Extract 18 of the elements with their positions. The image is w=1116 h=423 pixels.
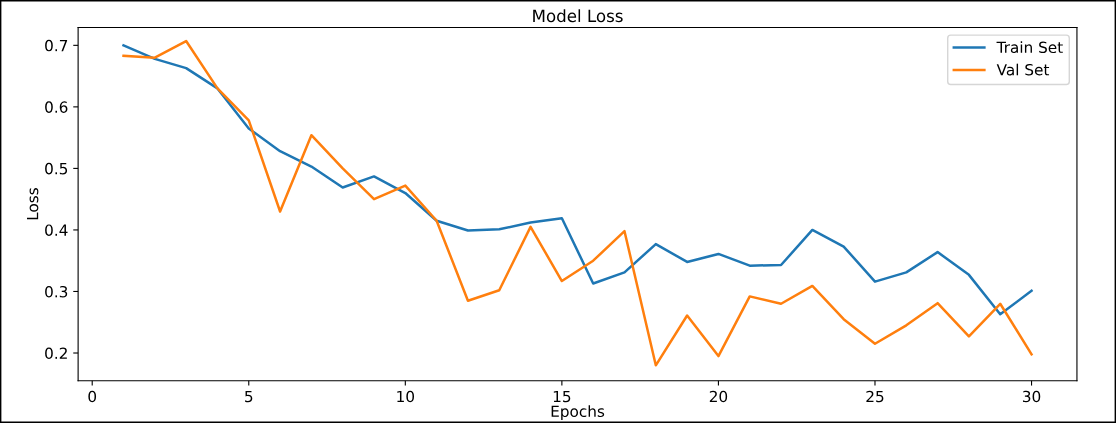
x-tick-label: 20 (709, 390, 728, 403)
x-tick-label: 5 (245, 390, 253, 403)
x-tick-label: 25 (866, 390, 884, 403)
y-tick-label: 0.4 (45, 224, 68, 236)
x-axis-title: Epochs (551, 405, 605, 420)
x-tick-label: 30 (1022, 390, 1041, 403)
y-tick-label: 0.3 (45, 285, 68, 298)
chart-title: Model Loss (533, 9, 623, 23)
y-tick-label: 0.6 (45, 101, 68, 113)
y-tick-label: 0.2 (45, 347, 67, 360)
x-tick-label: 0 (88, 390, 97, 403)
legend-label: Val Set (996, 63, 1050, 76)
x-tick-label: 10 (397, 390, 415, 403)
y-tick-label: 0.5 (45, 162, 68, 175)
y-axis-title: Loss (27, 188, 39, 220)
legend-label: Train Set (996, 41, 1063, 54)
y-tick-label: 0.7 (45, 39, 68, 52)
x-tick-label: 15 (553, 390, 571, 403)
